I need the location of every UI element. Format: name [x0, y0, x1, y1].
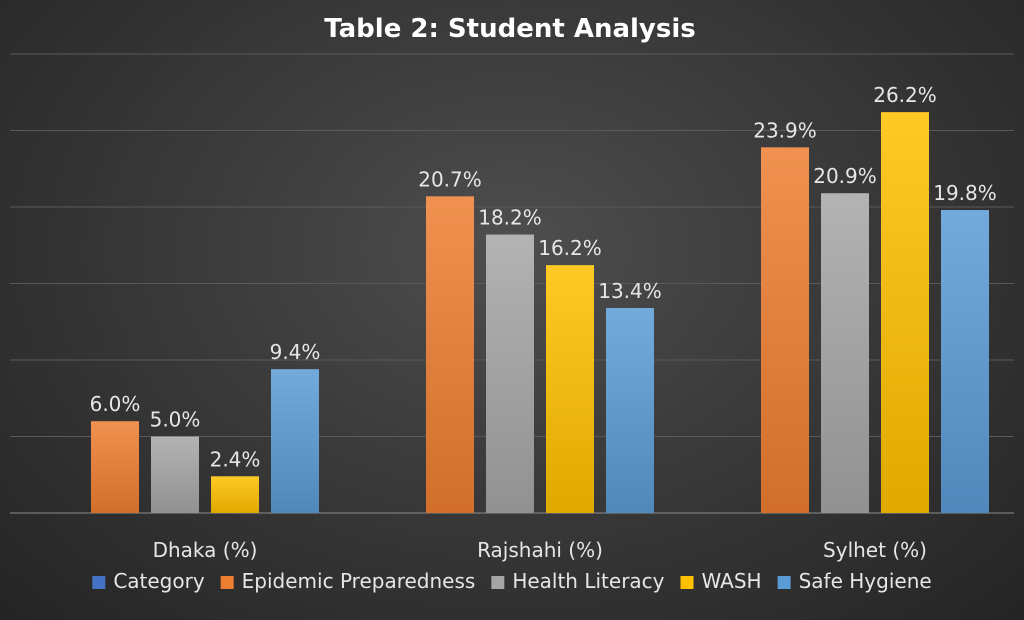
legend-swatch-safe-hygiene	[777, 576, 791, 589]
legend-label-health-literacy: Health Literacy	[512, 569, 664, 593]
data-label-health-literacy-sylhet: 20.9%	[813, 164, 877, 188]
bar-health-literacy-dhaka	[151, 436, 199, 513]
data-label-safe-hygiene-dhaka: 9.4%	[270, 340, 321, 364]
legend-label-safe-hygiene: Safe Hygiene	[799, 569, 932, 593]
bar-wash-dhaka	[211, 476, 259, 513]
legend: Category Epidemic Preparedness Health Lite…	[92, 569, 932, 593]
chart-title: Table 2: Student Analysis	[324, 14, 695, 44]
tick-label-dhaka: Dhaka (%)	[153, 538, 258, 562]
bar-safe-hygiene-dhaka	[271, 369, 319, 513]
bar-wash-sylhet	[881, 112, 929, 513]
legend-swatch-category	[92, 576, 106, 589]
category-axis: Dhaka (%) Rajshahi (%) Sylhet (%)	[153, 538, 927, 562]
bar-epidemic-preparedness-sylhet	[761, 147, 809, 513]
data-label-wash-dhaka: 2.4%	[210, 447, 261, 471]
bar-safe-hygiene-sylhet	[941, 210, 989, 513]
legend-label-category: Category	[113, 569, 205, 593]
legend-label-epidemic-preparedness: Epidemic Preparedness	[242, 569, 476, 593]
tick-label-rajshahi: Rajshahi (%)	[477, 538, 603, 562]
legend-swatch-health-literacy	[491, 576, 505, 589]
bar-wash-rajshahi	[546, 265, 594, 513]
legend-label-wash: WASH	[702, 569, 762, 593]
data-label-wash-rajshahi: 16.2%	[538, 236, 602, 260]
bar-epidemic-preparedness-rajshahi	[426, 196, 474, 514]
data-label-health-literacy-dhaka: 5.0%	[150, 408, 201, 432]
legend-swatch-wash	[680, 576, 694, 589]
bar-health-literacy-rajshahi	[486, 234, 534, 514]
tick-label-sylhet: Sylhet (%)	[823, 538, 927, 562]
data-label-wash-sylhet: 26.2%	[873, 83, 937, 107]
bar-safe-hygiene-rajshahi	[606, 307, 654, 513]
bar-health-literacy-sylhet	[821, 193, 869, 514]
data-label-safe-hygiene-rajshahi: 13.4%	[598, 279, 662, 303]
bar-epidemic-preparedness-dhaka	[91, 421, 139, 513]
data-labels: 6.0% 5.0% 2.4% 9.4% 20.7% 18.2% 16.2% 13.4% 23.9…	[90, 83, 997, 471]
bars	[91, 112, 989, 514]
data-label-safe-hygiene-sylhet: 19.8%	[933, 181, 997, 205]
data-label-epidemic-preparedness-dhaka: 6.0%	[90, 392, 141, 416]
data-label-epidemic-preparedness-rajshahi: 20.7%	[418, 167, 482, 191]
legend-swatch-epidemic-preparedness	[220, 576, 234, 589]
data-label-health-literacy-rajshahi: 18.2%	[478, 206, 542, 230]
data-label-epidemic-preparedness-sylhet: 23.9%	[753, 118, 817, 142]
